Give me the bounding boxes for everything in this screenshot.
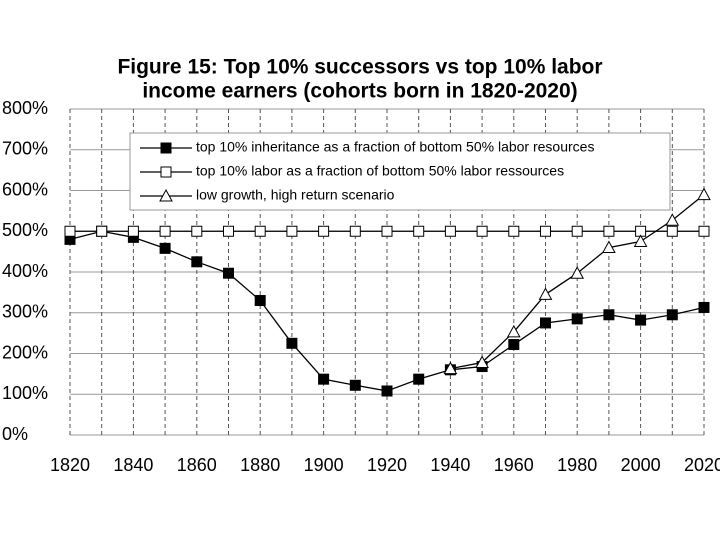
- legend-marker: [160, 166, 172, 178]
- data-point: [127, 225, 139, 237]
- data-point: [159, 242, 171, 254]
- data-point: [254, 225, 266, 237]
- data-point: [381, 225, 393, 237]
- legend-marker: [160, 142, 172, 154]
- data-point: [571, 225, 583, 237]
- data-point: [602, 240, 616, 254]
- x-tick-label: 1900: [304, 455, 344, 475]
- legend-box: [129, 132, 671, 211]
- data-point: [286, 337, 298, 349]
- data-point: [443, 361, 458, 375]
- y-tick-label: 500%: [2, 220, 48, 240]
- x-tick-label: 1920: [367, 455, 407, 475]
- data-point: [697, 187, 711, 201]
- y-tick-label: 800%: [2, 98, 48, 118]
- data-point: [318, 373, 330, 385]
- data-point: [698, 301, 710, 313]
- y-tick-label: 400%: [2, 261, 48, 281]
- data-point: [254, 295, 266, 307]
- data-point: [191, 256, 203, 268]
- legend-label: low growth, high return scenario: [196, 187, 395, 203]
- data-point: [571, 313, 583, 325]
- data-point: [666, 309, 678, 321]
- y-tick-label: 600%: [2, 179, 48, 199]
- data-point: [223, 267, 234, 279]
- data-point: [96, 225, 108, 237]
- data-point: [508, 339, 520, 351]
- x-tick-label: 1880: [240, 455, 280, 475]
- data-point: [413, 373, 425, 385]
- data-point: [506, 324, 521, 338]
- data-point: [570, 266, 585, 279]
- chart-title: Figure 15: Top 10% successors vs top 10%…: [117, 56, 602, 79]
- legend-marker: [159, 188, 173, 202]
- data-point: [476, 225, 488, 237]
- x-tick-label: 2000: [621, 455, 661, 475]
- data-point: [666, 225, 678, 237]
- data-point: [633, 234, 648, 247]
- legend-label: top 10% inheritance as a fraction of bot…: [196, 139, 594, 155]
- data-point: [665, 213, 680, 226]
- data-point: [698, 225, 710, 237]
- data-point: [286, 225, 298, 237]
- y-tick-label: 300%: [2, 302, 48, 322]
- data-point: [381, 385, 393, 397]
- data-point: [223, 225, 234, 237]
- data-point: [444, 225, 456, 237]
- data-point: [635, 314, 647, 326]
- y-tick-label: 200%: [2, 342, 48, 362]
- y-tick-label: 700%: [2, 139, 48, 159]
- data-point: [603, 309, 615, 321]
- data-point: [475, 355, 489, 368]
- x-tick-label: 1860: [177, 455, 217, 475]
- data-point: [508, 225, 520, 237]
- data-point: [540, 225, 551, 237]
- x-tick-label: 1820: [50, 455, 90, 475]
- data-point: [603, 225, 615, 237]
- data-point: [318, 225, 330, 237]
- data-point: [159, 225, 171, 237]
- data-point: [191, 225, 203, 237]
- legend-label: top 10% labor as a fraction of bottom 50…: [196, 163, 564, 179]
- x-tick-label: 1940: [430, 455, 470, 475]
- data-point: [349, 379, 361, 391]
- data-point: [64, 225, 76, 237]
- data-point: [349, 225, 361, 237]
- x-tick-label: 1960: [494, 455, 534, 475]
- chart-title: income earners (cohorts born in 1820-202…: [142, 80, 577, 103]
- x-tick-label: 2020: [684, 455, 720, 475]
- data-point: [538, 287, 553, 300]
- x-tick-label: 1840: [113, 455, 153, 475]
- data-point: [413, 225, 425, 237]
- x-tick-label: 1980: [557, 455, 597, 475]
- data-point: [540, 317, 551, 329]
- y-tick-label: 0%: [2, 424, 28, 444]
- y-tick-label: 100%: [2, 383, 48, 403]
